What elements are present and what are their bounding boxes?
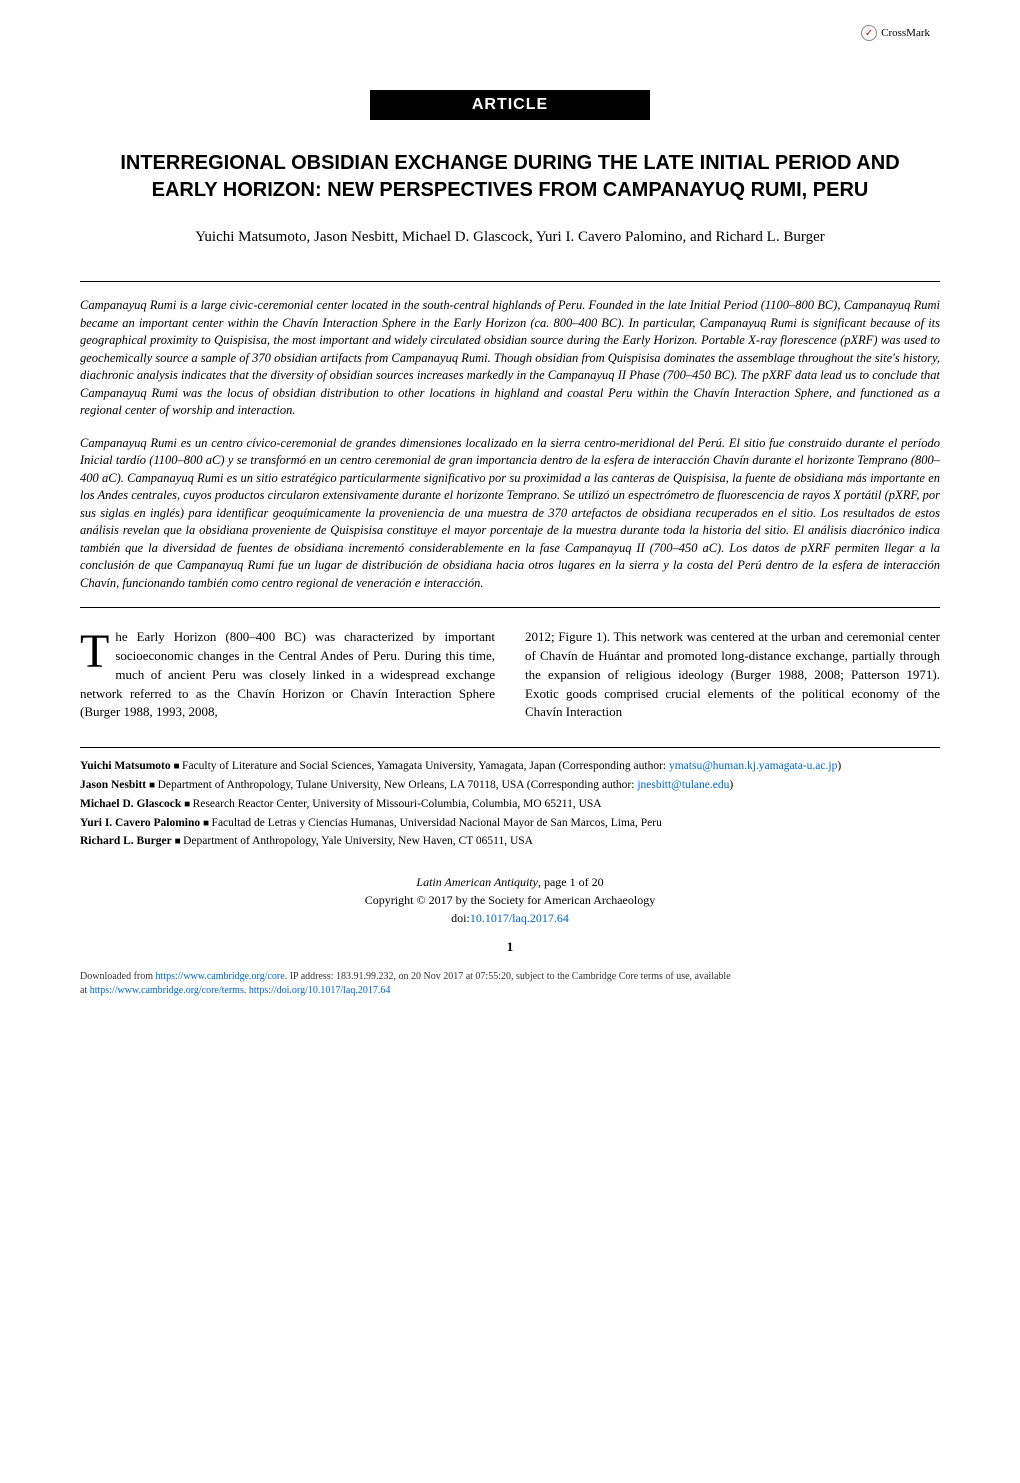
square-marker-icon: ■ (184, 799, 193, 810)
affiliation-3: Michael D. Glascock ■ Research Reactor C… (80, 796, 940, 814)
affiliation-closing-1: ) (837, 760, 841, 772)
footer-url-2[interactable]: https://www.cambridge.org/core/terms (90, 985, 244, 996)
affiliation-text-1: Faculty of Literature and Social Science… (182, 760, 666, 772)
affiliation-email-2[interactable]: jnesbitt@tulane.edu (637, 779, 729, 791)
square-marker-icon: ■ (175, 836, 184, 847)
footer-url-1[interactable]: https://www.cambridge.org/core (156, 971, 285, 982)
affiliation-name-1: Yuichi Matsumoto (80, 760, 171, 772)
doi-link[interactable]: 10.1017/laq.2017.64 (470, 911, 569, 925)
affiliation-name-3: Michael D. Glascock (80, 798, 181, 810)
affiliation-name-2: Jason Nesbitt (80, 779, 146, 791)
journal-copyright: Copyright © 2017 by the Society for Amer… (80, 891, 940, 909)
divider-top (80, 281, 940, 282)
download-footer: Downloaded from https://www.cambridge.or… (80, 970, 940, 998)
affiliation-text-3: Research Reactor Center, University of M… (193, 798, 602, 810)
affiliation-5: Richard L. Burger ■ Department of Anthro… (80, 833, 940, 851)
affiliation-name-4: Yuri I. Cavero Palomino (80, 817, 200, 829)
square-marker-icon: ■ (149, 780, 158, 791)
affiliation-name-5: Richard L. Burger (80, 835, 172, 847)
footer-url-3[interactable]: https://doi.org/10.1017/laq.2017.64 (249, 985, 390, 996)
crossmark-icon: ✓ (861, 25, 877, 41)
article-banner: ARTICLE (370, 90, 650, 120)
affiliation-text-5: Department of Anthropology, Yale Univers… (183, 835, 533, 847)
authors-line: Yuichi Matsumoto, Jason Nesbitt, Michael… (80, 229, 940, 246)
affiliation-text-4: Facultad de Letras y Ciencias Humanas, U… (212, 817, 662, 829)
affiliation-4: Yuri I. Cavero Palomino ■ Facultad de Le… (80, 815, 940, 833)
affiliation-2: Jason Nesbitt ■ Department of Anthropolo… (80, 777, 940, 795)
footer-prefix-1: Downloaded from (80, 971, 156, 982)
article-title: INTERREGIONAL OBSIDIAN EXCHANGE DURING T… (120, 150, 900, 204)
crossmark-label: CrossMark (881, 27, 930, 39)
affiliation-email-1[interactable]: ymatsu@human.kj.yamagata-u.ac.jp (669, 760, 837, 772)
abstract-english: Campanayuq Rumi is a large civic-ceremon… (80, 297, 940, 420)
affiliation-1: Yuichi Matsumoto ■ Faculty of Literature… (80, 758, 940, 776)
crossmark-badge[interactable]: ✓ CrossMark (861, 25, 930, 41)
journal-pages: , page 1 of 20 (538, 875, 604, 889)
body-text: The Early Horizon (800–400 BC) was chara… (80, 628, 940, 722)
body-column-right: 2012; Figure 1). This network was center… (525, 628, 940, 722)
footer-prefix-2: at (80, 985, 90, 996)
journal-name: Latin American Antiquity (416, 875, 538, 889)
affiliation-closing-2: ) (729, 779, 733, 791)
page-number: 1 (80, 939, 940, 955)
square-marker-icon: ■ (174, 761, 183, 772)
journal-info: Latin American Antiquity, page 1 of 20 C… (80, 873, 940, 927)
body-col2-text: 2012; Figure 1). This network was center… (525, 629, 940, 719)
divider-bottom (80, 607, 940, 608)
dropcap: T (80, 632, 109, 672)
author-affiliations: Yuichi Matsumoto ■ Faculty of Literature… (80, 747, 940, 851)
square-marker-icon: ■ (203, 818, 212, 829)
footer-mid-1: . IP address: 183.91.99.232, on 20 Nov 2… (285, 971, 731, 982)
body-column-left: The Early Horizon (800–400 BC) was chara… (80, 628, 495, 722)
abstract-spanish: Campanayuq Rumi es un centro cívico-cere… (80, 435, 940, 593)
body-col1-text: he Early Horizon (800–400 BC) was charac… (80, 629, 495, 719)
affiliation-text-2: Department of Anthropology, Tulane Unive… (158, 779, 635, 791)
doi-label: doi: (451, 911, 470, 925)
